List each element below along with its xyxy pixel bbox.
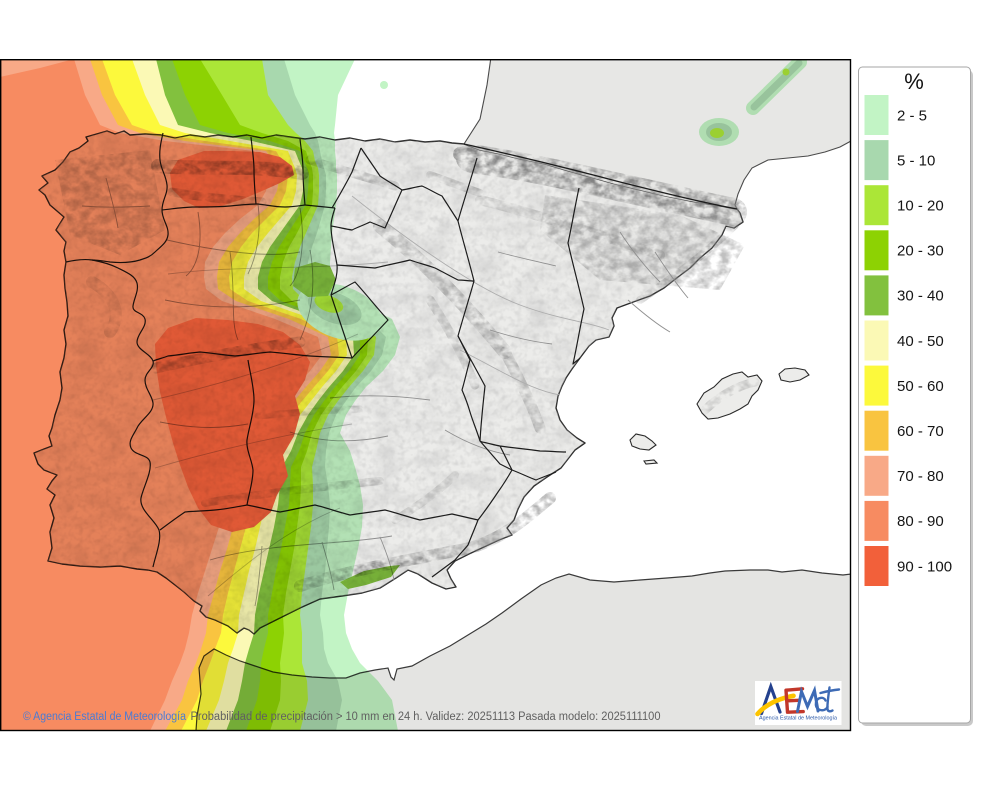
svg-text:10 - 20: 10 - 20 [897,198,944,215]
svg-text:© Agencia Estatal de Meteorolo: © Agencia Estatal de Meteorología [23,711,187,723]
svg-text:70 - 80: 70 - 80 [897,468,944,485]
svg-text:5 - 10: 5 - 10 [897,152,935,169]
svg-text:30 - 40: 30 - 40 [897,288,944,305]
svg-text:Probabilidad de precipitación: Probabilidad de precipitación > 10 mm en… [191,711,661,723]
svg-text:%: % [904,69,924,94]
svg-text:60 - 70: 60 - 70 [897,423,944,440]
svg-text:2 - 5: 2 - 5 [897,107,927,124]
svg-text:50 - 60: 50 - 60 [897,378,944,395]
svg-text:Agencia Estatal de Meteorologí: Agencia Estatal de Meteorología [759,716,837,722]
svg-text:20 - 30: 20 - 30 [897,243,944,260]
svg-text:90 - 100: 90 - 100 [897,558,952,575]
svg-text:80 - 90: 80 - 90 [897,513,944,530]
svg-text:40 - 50: 40 - 50 [897,333,944,350]
